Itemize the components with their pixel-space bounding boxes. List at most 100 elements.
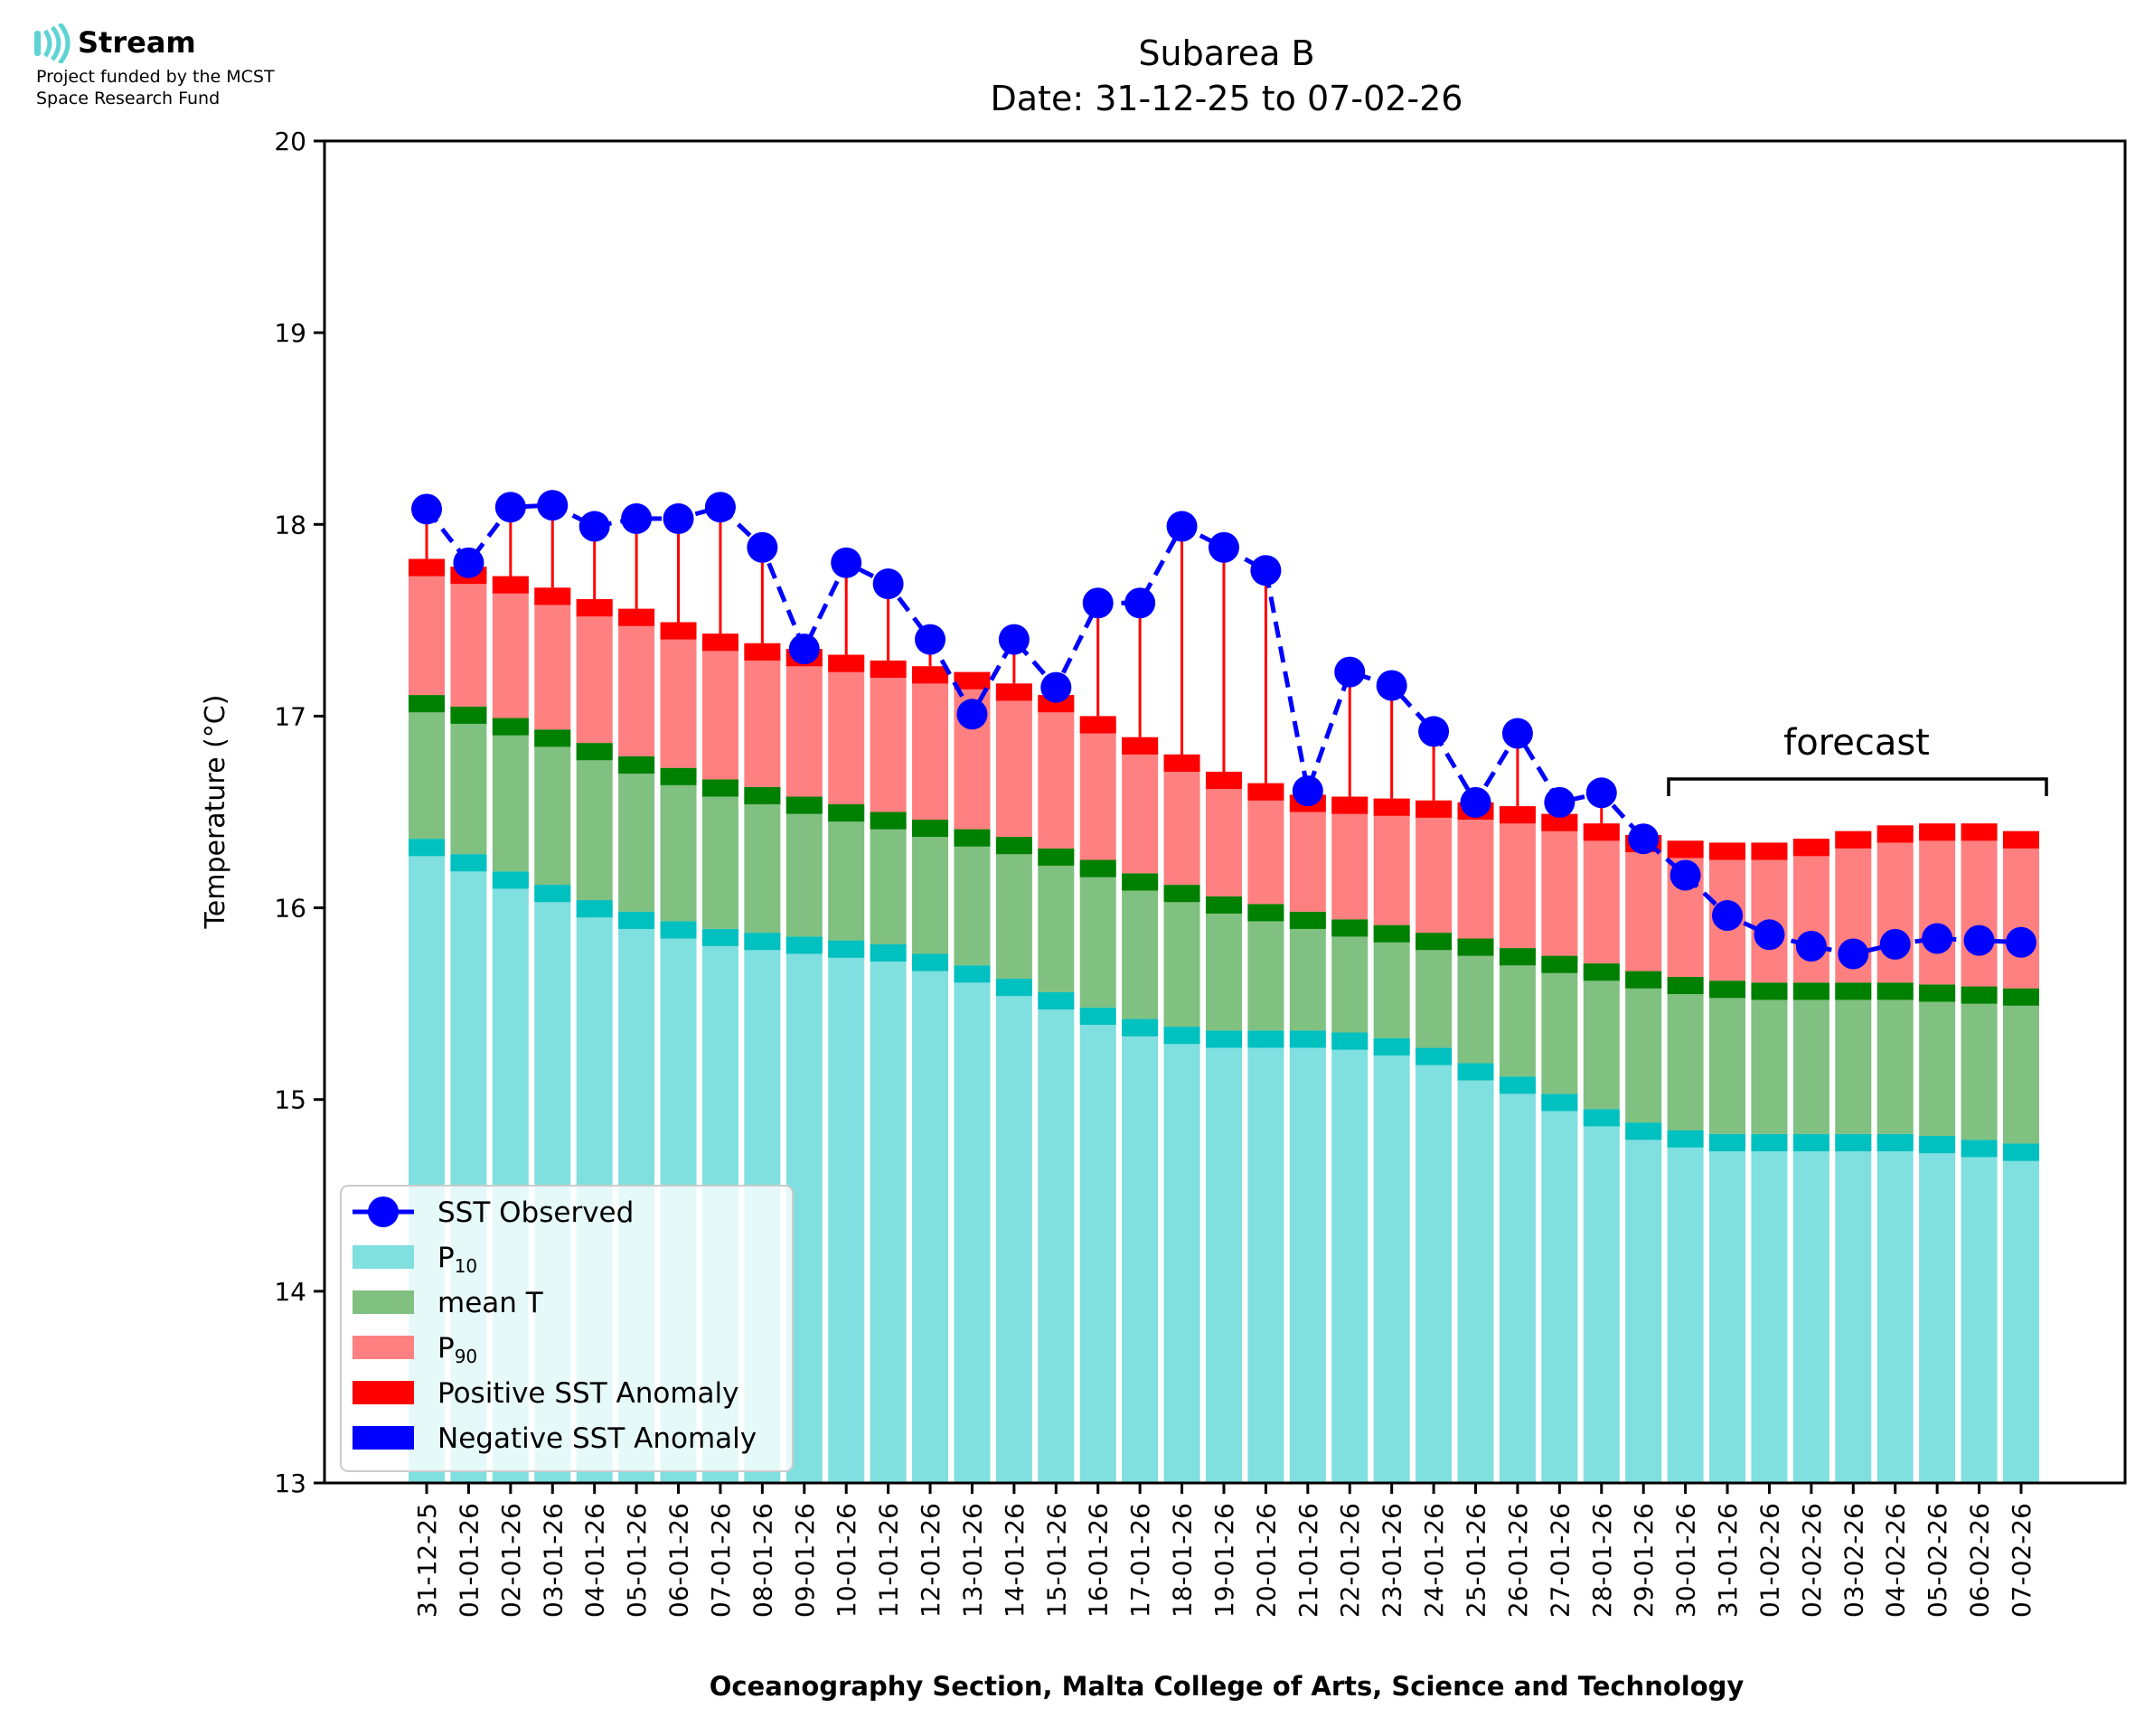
p90-bar-cap bbox=[1416, 800, 1453, 818]
mean-t-bar-cap bbox=[1625, 971, 1662, 989]
p90-bar bbox=[701, 633, 738, 780]
p90-bar-cap bbox=[1541, 813, 1578, 831]
x-tick-label: 30-01-26 bbox=[1671, 1503, 1701, 1618]
mean-t-bar-cap bbox=[1457, 938, 1494, 956]
sst-observed-point bbox=[1670, 859, 1701, 891]
p10-bar bbox=[828, 940, 865, 1483]
sst-observed-point bbox=[1040, 671, 1072, 703]
x-tick-label: 02-02-26 bbox=[1797, 1503, 1827, 1618]
mean-t-bar-cap bbox=[618, 755, 655, 774]
p10-bar-cap bbox=[1247, 1030, 1284, 1048]
p90-bar-cap bbox=[1709, 842, 1746, 860]
p90-bar-cap bbox=[1163, 754, 1200, 772]
sst-observed-point bbox=[1963, 924, 1995, 956]
p90-bar-cap bbox=[1877, 825, 1914, 843]
p90-bar-cap bbox=[1961, 823, 1998, 841]
p10-bar-cap bbox=[828, 940, 865, 958]
x-tick-label: 16-01-26 bbox=[1084, 1503, 1114, 1618]
sst-observed-point bbox=[578, 511, 610, 542]
p90-bar bbox=[1625, 834, 1662, 971]
x-axis-label: Oceanography Section, Malta College of A… bbox=[710, 1671, 1745, 1702]
mean-t-bar-cap bbox=[1835, 982, 1872, 1000]
p10-bar-cap bbox=[1205, 1030, 1242, 1048]
p10-bar-cap bbox=[1373, 1037, 1410, 1056]
p90-bar-cap bbox=[576, 599, 613, 617]
sst-observed-point bbox=[1460, 786, 1491, 818]
p10-bar-cap bbox=[1331, 1032, 1369, 1050]
p10-bar bbox=[1792, 1133, 1829, 1483]
sst-observed-point bbox=[537, 490, 569, 521]
p10-bar bbox=[1961, 1140, 1998, 1483]
x-tick-label: 17-01-26 bbox=[1125, 1503, 1155, 1618]
sst-observed-point bbox=[1628, 823, 1660, 855]
mean-t-bar bbox=[409, 695, 445, 840]
sst-observed-point bbox=[998, 624, 1030, 655]
mean-t-bar-cap bbox=[660, 767, 697, 785]
p10-bar-cap bbox=[1163, 1027, 1200, 1045]
p90-bar bbox=[1583, 823, 1620, 964]
mean-t-bar-cap bbox=[1541, 955, 1578, 973]
mean-t-bar bbox=[995, 837, 1032, 980]
mean-t-bar-cap bbox=[995, 837, 1032, 855]
p10-bar bbox=[995, 979, 1032, 1483]
sst-observed-point bbox=[1501, 718, 1533, 749]
mean-t-bar bbox=[1751, 982, 1788, 1134]
p90-bar-cap bbox=[1247, 783, 1284, 801]
chart-title: Subarea B bbox=[1138, 33, 1314, 73]
legend-patch-swatch bbox=[353, 1381, 414, 1404]
mean-t-bar-cap bbox=[828, 804, 865, 822]
sst-observed-point bbox=[1544, 786, 1576, 818]
p90-bar bbox=[870, 660, 907, 812]
sst-observed-point bbox=[915, 624, 946, 655]
x-tick-label: 15-01-26 bbox=[1041, 1503, 1071, 1618]
p10-bar bbox=[1331, 1032, 1369, 1483]
mean-t-bar-cap bbox=[1163, 885, 1200, 903]
sst-observed-point bbox=[1795, 931, 1827, 962]
mean-t-bar-cap bbox=[912, 819, 949, 838]
mean-t-bar-cap bbox=[1709, 981, 1746, 999]
mean-t-bar bbox=[1373, 924, 1410, 1038]
sst-observed-point bbox=[1124, 587, 1156, 619]
legend-label: Positive SST Anomaly bbox=[437, 1377, 738, 1410]
mean-t-bar-cap bbox=[744, 786, 781, 805]
p90-bar bbox=[954, 671, 991, 830]
legend-patch-swatch bbox=[353, 1336, 414, 1359]
p90-bar bbox=[785, 649, 823, 797]
mean-t-bar bbox=[1919, 984, 1956, 1137]
p90-bar bbox=[1122, 737, 1159, 874]
x-tick-label: 31-01-26 bbox=[1713, 1503, 1743, 1618]
mean-t-bar bbox=[1499, 948, 1536, 1077]
x-tick-label: 19-01-26 bbox=[1209, 1503, 1239, 1618]
sst-observed-point bbox=[1292, 775, 1323, 807]
p90-bar-cap bbox=[1667, 840, 1704, 859]
mean-t-bar-cap bbox=[1919, 984, 1956, 1002]
p90-bar-cap bbox=[409, 558, 445, 577]
p10-bar-cap bbox=[744, 933, 781, 951]
p10-bar bbox=[1247, 1030, 1284, 1483]
p90-bar-cap bbox=[492, 576, 529, 594]
mean-t-bar bbox=[660, 767, 697, 922]
mean-t-bar-cap bbox=[1416, 933, 1453, 951]
x-tick-label: 07-02-26 bbox=[2007, 1503, 2036, 1618]
mean-t-bar-cap bbox=[1792, 982, 1829, 1000]
x-tick-label: 04-02-26 bbox=[1881, 1503, 1911, 1618]
x-tick-label: 28-01-26 bbox=[1587, 1503, 1617, 1618]
p10-bar bbox=[870, 943, 907, 1483]
mean-t-bar bbox=[1038, 848, 1075, 992]
p10-bar-cap bbox=[2002, 1143, 2039, 1161]
sst-observed-point bbox=[747, 531, 778, 563]
logo-funding-line-2: Space Research Fund bbox=[36, 89, 221, 108]
sst-observed-point bbox=[621, 502, 653, 534]
sst-observed-point bbox=[1082, 587, 1114, 619]
p10-bar bbox=[1877, 1133, 1914, 1483]
x-tick-label: 08-01-26 bbox=[748, 1503, 777, 1618]
x-tick-label: 20-01-26 bbox=[1251, 1503, 1281, 1618]
p90-bar-cap bbox=[1792, 839, 1829, 857]
p10-bar bbox=[1835, 1133, 1872, 1483]
p90-bar bbox=[995, 683, 1032, 838]
x-tick-label: 05-02-26 bbox=[1923, 1503, 1952, 1618]
sst-observed-point bbox=[831, 547, 862, 578]
mean-t-bar-cap bbox=[1038, 848, 1075, 866]
p10-bar-cap bbox=[1625, 1122, 1662, 1140]
x-tick-label: 31-12-25 bbox=[412, 1503, 442, 1618]
